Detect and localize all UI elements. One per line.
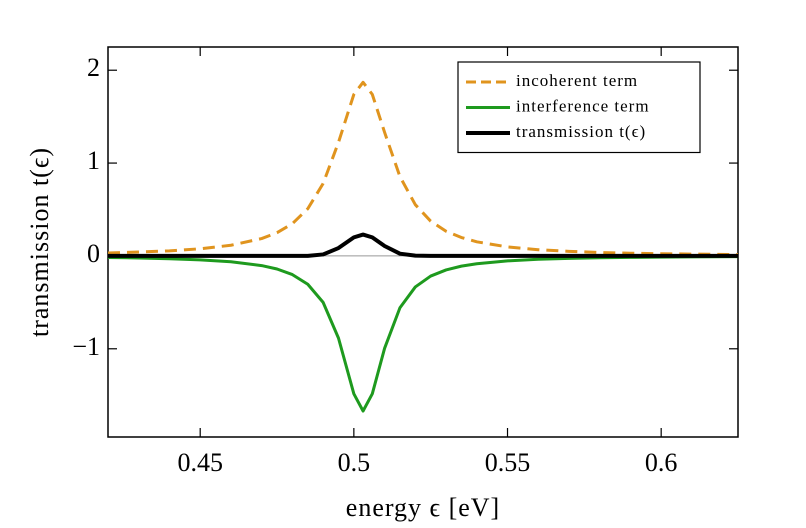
- legend-label: incoherent term: [516, 71, 638, 90]
- x-tick-label: 0.6: [645, 448, 678, 477]
- x-tick-label: 0.55: [485, 448, 531, 477]
- series-line: [108, 80, 738, 257]
- x-axis-label: energy ϵ [eV]: [346, 493, 500, 522]
- series-line: [108, 232, 738, 258]
- series-line: [108, 255, 738, 413]
- y-axis-label: transmission t(ϵ): [25, 147, 54, 337]
- legend-label: transmission t(ϵ): [516, 122, 646, 141]
- legend-label: interference term: [516, 96, 650, 115]
- y-tick-label: −1: [72, 332, 100, 361]
- x-tick-label: 0.5: [338, 448, 371, 477]
- x-tick-label: 0.45: [177, 448, 223, 477]
- plot-frame: [107, 46, 739, 438]
- y-tick-label: 2: [87, 53, 100, 82]
- y-tick-label: 0: [87, 239, 100, 268]
- y-tick-label: 1: [87, 146, 100, 175]
